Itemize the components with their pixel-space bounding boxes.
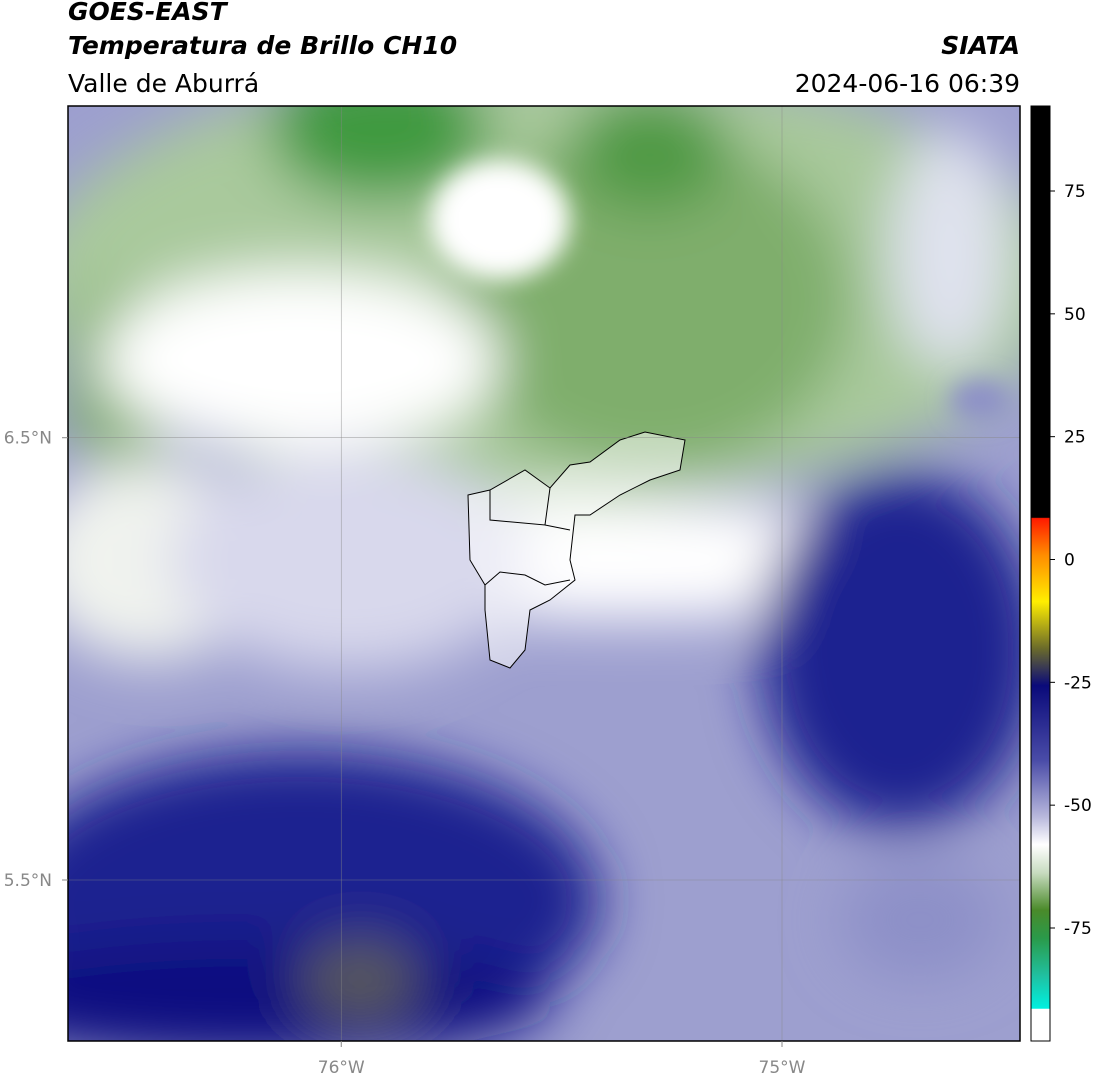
satellite-image: [68, 106, 1020, 1041]
colorbar-tick-label: 25: [1064, 428, 1086, 448]
colorbar-tick-label: -50: [1064, 796, 1092, 816]
source: SIATA: [941, 31, 1020, 60]
colorbar-tick-label: 75: [1064, 182, 1086, 202]
x-tick-label: 75°W: [759, 1058, 806, 1078]
map-frame: [67, 105, 1021, 1042]
region: Valle de Aburrá: [68, 69, 259, 98]
subtitle: Temperatura de Brillo CH10: [68, 31, 457, 60]
title: GOES-EAST: [68, 0, 229, 26]
colorbar-tick-label: 50: [1064, 305, 1086, 325]
y-tick-label: 5.5°N: [4, 871, 52, 891]
colorbar: [1030, 105, 1051, 1042]
colorbar-tick-label: -75: [1064, 919, 1092, 939]
timestamp: 2024-06-16 06:39: [795, 69, 1020, 98]
x-tick-label: 76°W: [318, 1058, 365, 1078]
y-tick-label: 6.5°N: [4, 429, 52, 449]
colorbar-tick-label: -25: [1064, 673, 1092, 693]
colorbar-tick-label: 0: [1064, 550, 1075, 570]
